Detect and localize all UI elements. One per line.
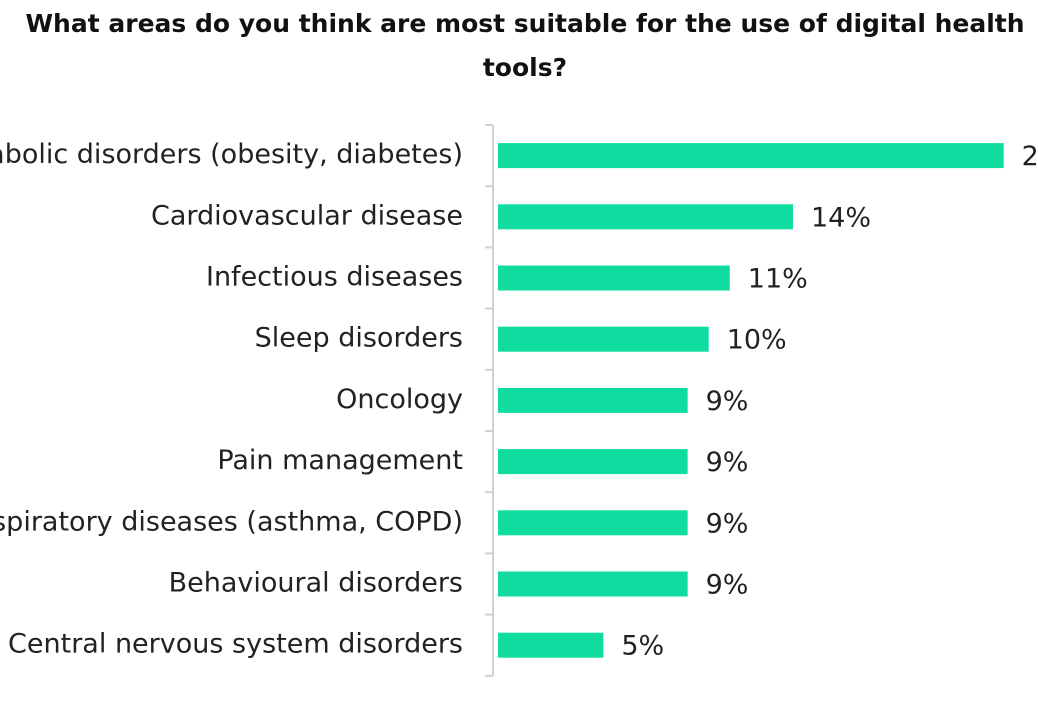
category-label: Central nervous system disorders — [8, 629, 463, 660]
data-label: 10% — [727, 325, 787, 356]
bar — [498, 571, 688, 597]
category-label: Metabolic disorders (obesity, diabetes) — [0, 139, 463, 170]
data-label: 11% — [748, 264, 808, 295]
category-label: Sleep disorders — [255, 323, 463, 354]
category-label: Behavioural disorders — [169, 568, 463, 599]
bar — [498, 387, 688, 413]
data-label: 9% — [706, 570, 749, 601]
data-label: 9% — [706, 508, 749, 539]
category-label: Respiratory diseases (asthma, COPD) — [0, 506, 463, 537]
data-label: 14% — [811, 202, 871, 233]
category-label: Oncology — [336, 384, 463, 415]
bar — [498, 143, 1004, 169]
bar — [498, 265, 730, 291]
bar — [498, 632, 604, 658]
data-label: 24% — [1022, 141, 1038, 172]
data-label: 9% — [706, 386, 749, 417]
category-label: Pain management — [217, 445, 463, 476]
chart-title: What areas do you think are most suitabl… — [25, 9, 1025, 82]
category-label: Infectious diseases — [206, 262, 463, 293]
bar — [498, 204, 793, 230]
data-label: 5% — [621, 631, 664, 662]
bar — [498, 326, 709, 352]
category-label: Cardiovascular disease — [151, 200, 463, 231]
data-label: 9% — [706, 447, 749, 478]
bar — [498, 449, 688, 475]
bar — [498, 510, 688, 536]
